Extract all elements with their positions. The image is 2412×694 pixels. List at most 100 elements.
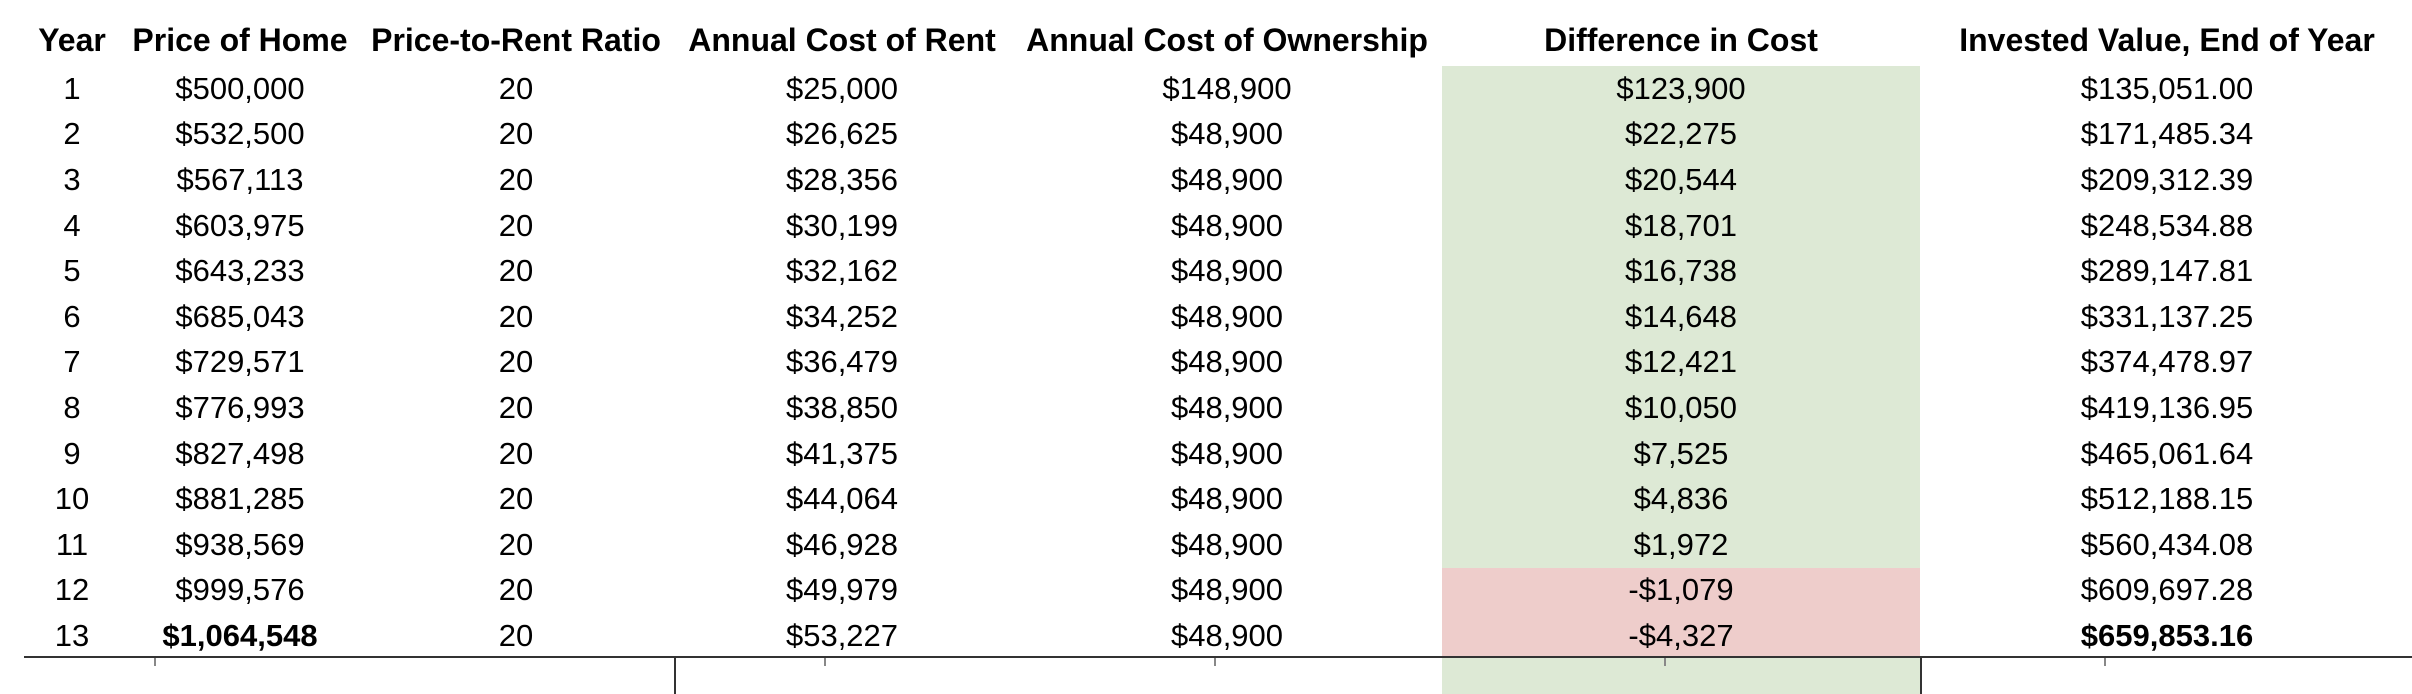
cell-price-of-home[interactable]: $532,500 (175, 116, 305, 152)
cell-price-to-rent-ratio[interactable]: 20 (498, 161, 534, 197)
cell-annual-cost-of-rent[interactable]: $36,479 (785, 344, 899, 380)
cell-annual-cost-of-ownership[interactable]: $48,900 (1170, 207, 1284, 243)
cell-year[interactable]: 6 (63, 298, 81, 334)
cell-price-of-home[interactable]: $603,975 (175, 207, 305, 243)
cell-price-of-home[interactable]: $999,576 (175, 572, 305, 608)
cell-year[interactable]: 13 (54, 617, 90, 653)
cell-difference-in-cost[interactable]: -$4,327 (1442, 613, 1920, 659)
cell-annual-cost-of-ownership[interactable]: $48,900 (1170, 253, 1284, 289)
header-annual-cost-of-rent[interactable]: Annual Cost of Rent (688, 21, 996, 58)
cell-price-to-rent-ratio[interactable]: 20 (498, 298, 534, 334)
header-price-of-home[interactable]: Price of Home (132, 21, 348, 58)
cell-year[interactable]: 9 (63, 435, 81, 471)
cell-price-of-home[interactable]: $500,000 (175, 70, 305, 106)
cell-year[interactable]: 5 (63, 253, 81, 289)
cell-price-to-rent-ratio[interactable]: 20 (498, 70, 534, 106)
cell-price-to-rent-ratio[interactable]: 20 (498, 435, 534, 471)
cell-annual-cost-of-ownership[interactable]: $48,900 (1170, 344, 1284, 380)
cell-price-to-rent-ratio[interactable]: 20 (498, 572, 534, 608)
cell-difference-in-cost[interactable]: $16,738 (1442, 248, 1920, 294)
cell-price-of-home[interactable]: $938,569 (175, 526, 305, 562)
cell-difference-in-cost[interactable]: $12,421 (1442, 339, 1920, 386)
cell-annual-cost-of-ownership[interactable]: $48,900 (1170, 435, 1284, 471)
cell-difference-in-cost[interactable]: $7,525 (1442, 430, 1920, 477)
header-year[interactable]: Year (38, 21, 106, 58)
cell-price-of-home[interactable]: $827,498 (175, 435, 305, 471)
cell-invested-value[interactable]: $560,434.08 (2080, 526, 2254, 562)
cell-price-to-rent-ratio[interactable]: 20 (498, 207, 534, 243)
header-price-to-rent-ratio[interactable]: Price-to-Rent Ratio (371, 21, 661, 58)
cell-invested-value[interactable]: $419,136.95 (2080, 389, 2254, 425)
cell-year[interactable]: 12 (54, 572, 90, 608)
cell-invested-value[interactable]: $135,051.00 (2080, 70, 2254, 106)
cell-annual-cost-of-rent[interactable]: $46,928 (785, 526, 899, 562)
cell-year[interactable]: 10 (54, 481, 90, 517)
cell-price-of-home[interactable]: $1,064,548 (162, 617, 318, 653)
cell-annual-cost-of-ownership[interactable]: $148,900 (1162, 70, 1292, 106)
cell-annual-cost-of-rent[interactable]: $32,162 (785, 253, 899, 289)
cell-difference-in-cost[interactable]: $18,701 (1442, 202, 1920, 249)
cell-price-to-rent-ratio[interactable]: 20 (498, 389, 534, 425)
cell-difference-in-cost[interactable]: $1,972 (1442, 521, 1920, 568)
cell-annual-cost-of-rent[interactable]: $53,227 (785, 617, 899, 653)
cell-annual-cost-of-rent[interactable]: $44,064 (785, 481, 899, 517)
header-annual-cost-of-ownership[interactable]: Annual Cost of Ownership (1026, 21, 1428, 58)
cell-price-of-home[interactable]: $685,043 (175, 298, 305, 334)
cell-invested-value[interactable]: $609,697.28 (2080, 572, 2254, 608)
cell-invested-value[interactable]: $209,312.39 (2080, 161, 2254, 197)
cell-difference-in-cost[interactable]: $22,275 (1442, 111, 1920, 158)
header-invested-value[interactable]: Invested Value, End of Year (1959, 21, 2375, 58)
cell-invested-value[interactable]: $374,478.97 (2080, 344, 2254, 380)
cell-price-to-rent-ratio[interactable]: 20 (498, 481, 534, 517)
table-row: 6 $685,043 20 $34,252 $48,900 $14,648 $331,137… (24, 293, 2412, 340)
header-difference-in-cost[interactable]: Difference in Cost (1544, 21, 1818, 58)
cell-year[interactable]: 4 (63, 207, 81, 243)
cell-price-to-rent-ratio[interactable]: 20 (498, 617, 534, 653)
cell-annual-cost-of-ownership[interactable]: $48,900 (1170, 389, 1284, 425)
cell-price-to-rent-ratio[interactable]: 20 (498, 116, 534, 152)
cell-annual-cost-of-ownership[interactable]: $48,900 (1170, 116, 1284, 152)
cell-price-of-home[interactable]: $776,993 (175, 389, 305, 425)
cell-difference-in-cost[interactable]: $123,900 (1442, 66, 1920, 112)
cell-price-to-rent-ratio[interactable]: 20 (498, 344, 534, 380)
cell-annual-cost-of-rent[interactable]: $34,252 (785, 298, 899, 334)
cell-annual-cost-of-ownership[interactable]: $48,900 (1170, 161, 1284, 197)
cell-annual-cost-of-ownership[interactable]: $48,900 (1170, 617, 1284, 653)
cell-year[interactable]: 2 (63, 116, 81, 152)
cell-price-to-rent-ratio[interactable]: 20 (498, 253, 534, 289)
cell-annual-cost-of-rent[interactable]: $28,356 (785, 161, 899, 197)
cell-price-of-home[interactable]: $881,285 (175, 481, 305, 517)
cell-year[interactable]: 1 (63, 70, 81, 106)
cell-invested-value[interactable]: $512,188.15 (2080, 481, 2254, 517)
cell-invested-value[interactable]: $465,061.64 (2080, 435, 2254, 471)
cell-annual-cost-of-ownership[interactable]: $48,900 (1170, 526, 1284, 562)
cell-difference-in-cost[interactable]: $4,836 (1442, 476, 1920, 522)
cell-difference-in-cost[interactable]: $14,648 (1442, 293, 1920, 340)
cell-year[interactable]: 11 (55, 526, 89, 562)
cell-annual-cost-of-rent[interactable]: $30,199 (785, 207, 899, 243)
cell-annual-cost-of-rent[interactable]: $41,375 (785, 435, 899, 471)
cell-price-to-rent-ratio[interactable]: 20 (498, 526, 534, 562)
cell-invested-value[interactable]: $331,137.25 (2080, 298, 2254, 334)
cell-annual-cost-of-ownership[interactable]: $48,900 (1170, 298, 1284, 334)
cell-annual-cost-of-rent[interactable]: $26,625 (785, 116, 899, 152)
cell-invested-value[interactable]: $248,534.88 (2080, 207, 2254, 243)
cell-invested-value[interactable]: $289,147.81 (2080, 253, 2254, 289)
cell-annual-cost-of-rent[interactable]: $38,850 (785, 389, 899, 425)
cell-invested-value[interactable]: $171,485.34 (2080, 116, 2254, 152)
cell-annual-cost-of-ownership[interactable]: $48,900 (1170, 572, 1284, 608)
cell-price-of-home[interactable]: $643,233 (175, 253, 305, 289)
cell-year[interactable]: 8 (63, 389, 81, 425)
cell-difference-in-cost[interactable]: -$1,079 (1442, 567, 1920, 614)
cell-annual-cost-of-rent[interactable]: $49,979 (785, 572, 899, 608)
cell-difference-in-cost[interactable]: $10,050 (1442, 385, 1920, 431)
cell-annual-cost-of-rent[interactable]: $25,000 (785, 70, 899, 106)
cell-annual-cost-of-ownership[interactable]: $48,900 (1170, 481, 1284, 517)
cell-invested-value[interactable]: $659,853.16 (2080, 617, 2254, 653)
cell-year[interactable]: 7 (63, 344, 81, 380)
cell-year[interactable]: 3 (63, 161, 81, 197)
table-row: 4 $603,975 20 $30,199 $48,900 $18,701 $248,534… (24, 202, 2412, 249)
cell-price-of-home[interactable]: $729,571 (175, 344, 305, 380)
cell-price-of-home[interactable]: $567,113 (176, 161, 304, 197)
cell-difference-in-cost[interactable]: $20,544 (1442, 157, 1920, 203)
